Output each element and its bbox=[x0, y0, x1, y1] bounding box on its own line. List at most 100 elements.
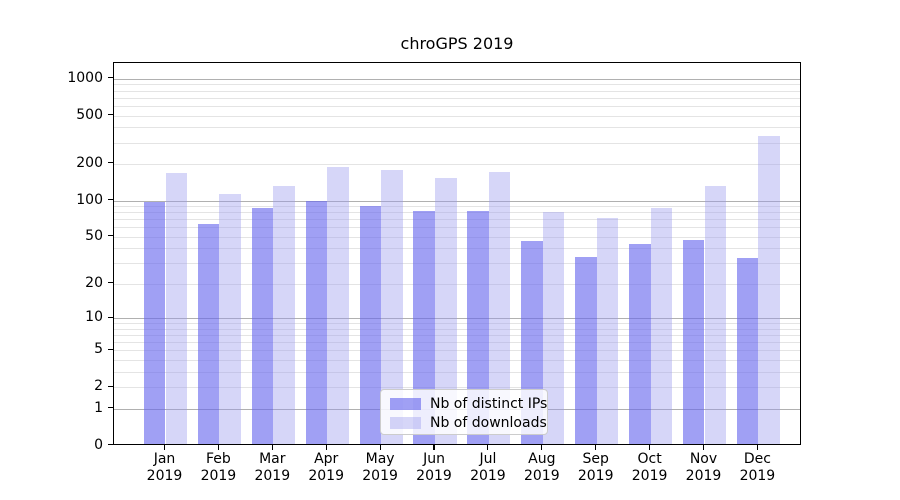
y-tick-label-2: 2 bbox=[94, 378, 103, 395]
x-tick-label-jun: Jun 2019 bbox=[416, 450, 452, 484]
bar-downloads-jun bbox=[435, 177, 457, 444]
gridline-minor-70 bbox=[114, 219, 800, 221]
y-tick-0 bbox=[108, 443, 113, 446]
x-tick-label-aug: Aug 2019 bbox=[523, 450, 560, 484]
y-tick-label-100: 100 bbox=[76, 191, 103, 208]
x-tick-label-may: May 2019 bbox=[362, 450, 398, 484]
legend-label-distinct-ips: Nb of distinct IPs bbox=[430, 396, 548, 412]
y-tick-50 bbox=[108, 235, 113, 237]
x-tick-label-feb: Feb 2019 bbox=[200, 450, 237, 484]
bar-downloads-aug bbox=[542, 212, 565, 444]
y-tick-label-10: 10 bbox=[85, 309, 103, 326]
gridline-minor-8 bbox=[114, 328, 800, 330]
y-tick-label-50: 50 bbox=[85, 227, 103, 244]
bar-distinct-ips-dec bbox=[736, 258, 759, 444]
gridline-minor-600 bbox=[114, 105, 800, 107]
bar-distinct-ips-mar bbox=[251, 207, 274, 444]
gridline-minor-3 bbox=[114, 371, 800, 373]
gridline-minor-700 bbox=[114, 97, 800, 99]
legend-swatch-downloads bbox=[390, 417, 421, 429]
y-tick-5 bbox=[108, 348, 113, 350]
gridline-minor-60 bbox=[114, 227, 800, 229]
x-tick-feb bbox=[217, 444, 219, 450]
bar-downloads-jul bbox=[488, 171, 511, 444]
bar-distinct-ips-jun bbox=[413, 210, 435, 444]
bar-downloads-oct bbox=[650, 207, 673, 444]
gridline-minor-800 bbox=[114, 90, 800, 92]
gridline-minor-500 bbox=[114, 115, 800, 117]
y-tick-label-200: 200 bbox=[76, 154, 103, 171]
gridline-minor-5 bbox=[114, 350, 800, 352]
y-tick-label-20: 20 bbox=[85, 274, 103, 291]
gridline-minor-20 bbox=[114, 283, 800, 285]
x-tick-label-nov: Nov 2019 bbox=[685, 450, 722, 484]
x-tick-oct bbox=[649, 444, 651, 450]
gridline-major-10 bbox=[114, 318, 800, 320]
x-tick-dec bbox=[756, 444, 758, 450]
gridline-minor-90 bbox=[114, 206, 800, 207]
gridline-minor-9 bbox=[114, 323, 800, 325]
bar-distinct-ips-jan bbox=[143, 201, 166, 444]
y-tick-label-5: 5 bbox=[94, 341, 103, 358]
gridline-minor-80 bbox=[114, 212, 800, 214]
legend-entry-downloads: Nb of downloads bbox=[390, 414, 547, 432]
gridline-minor-300 bbox=[114, 142, 800, 144]
x-tick-jan bbox=[163, 444, 166, 450]
bar-downloads-feb bbox=[219, 194, 241, 444]
bar-distinct-ips-may bbox=[359, 206, 382, 444]
gridline-minor-4 bbox=[114, 360, 800, 362]
gridline-minor-6 bbox=[114, 342, 800, 344]
y-tick-500 bbox=[108, 113, 113, 116]
y-tick-100 bbox=[108, 198, 113, 201]
bar-downloads-dec bbox=[758, 136, 780, 444]
bar-downloads-jan bbox=[165, 172, 188, 444]
x-tick-label-jul: Jul 2019 bbox=[470, 450, 506, 484]
y-tick-1 bbox=[108, 407, 113, 409]
bar-downloads-may bbox=[381, 170, 403, 444]
x-tick-sep bbox=[595, 444, 597, 450]
x-tick-label-sep: Sep 2019 bbox=[577, 450, 614, 484]
x-tick-label-mar: Mar 2019 bbox=[254, 450, 291, 484]
bar-distinct-ips-sep bbox=[575, 256, 597, 444]
bar-distinct-ips-apr bbox=[305, 200, 328, 444]
x-tick-label-apr: Apr 2019 bbox=[308, 450, 344, 484]
gridline-minor-7 bbox=[114, 335, 800, 337]
gridline-minor-2 bbox=[114, 387, 800, 389]
x-tick-label-dec: Dec 2019 bbox=[739, 450, 776, 484]
y-tick-2 bbox=[108, 385, 113, 387]
gridline-minor-50 bbox=[114, 236, 800, 238]
bar-downloads-nov bbox=[704, 186, 727, 444]
legend-swatch-distinct-ips bbox=[390, 398, 421, 410]
x-tick-label-jan: Jan 2019 bbox=[146, 450, 183, 484]
y-tick-20 bbox=[108, 282, 113, 284]
bar-downloads-apr bbox=[327, 166, 349, 444]
y-tick-1000 bbox=[108, 77, 113, 79]
gridline-minor-400 bbox=[114, 127, 800, 129]
y-tick-10 bbox=[108, 316, 113, 318]
gridline-major-100 bbox=[114, 200, 800, 202]
x-tick-nov bbox=[702, 444, 705, 450]
x-tick-label-oct: Oct 2019 bbox=[631, 450, 668, 484]
gridline-minor-40 bbox=[114, 248, 800, 250]
legend-entry-distinct-ips: Nb of distinct IPs bbox=[390, 395, 547, 413]
bar-distinct-ips-oct bbox=[629, 244, 651, 444]
gridline-major-1000 bbox=[114, 78, 800, 80]
x-tick-jul bbox=[487, 444, 489, 450]
bar-downloads-sep bbox=[596, 217, 619, 444]
chart-title: chroGPS 2019 bbox=[400, 34, 514, 53]
legend: Nb of distinct IPs Nb of downloads bbox=[380, 389, 548, 435]
gridline-minor-30 bbox=[114, 263, 800, 265]
plot-area: Nb of distinct IPs Nb of downloads bbox=[113, 62, 801, 445]
x-tick-jun bbox=[433, 444, 435, 450]
gridline-minor-200 bbox=[114, 163, 800, 165]
gridline-minor-900 bbox=[114, 84, 800, 86]
y-tick-label-1: 1 bbox=[94, 399, 103, 416]
bar-distinct-ips-jul bbox=[467, 210, 489, 444]
bar-downloads-mar bbox=[273, 186, 295, 444]
legend-label-downloads: Nb of downloads bbox=[430, 415, 547, 431]
bar-distinct-ips-nov bbox=[682, 239, 705, 444]
x-tick-may bbox=[379, 444, 381, 450]
x-tick-aug bbox=[541, 444, 543, 450]
y-tick-label-1000: 1000 bbox=[67, 69, 103, 86]
